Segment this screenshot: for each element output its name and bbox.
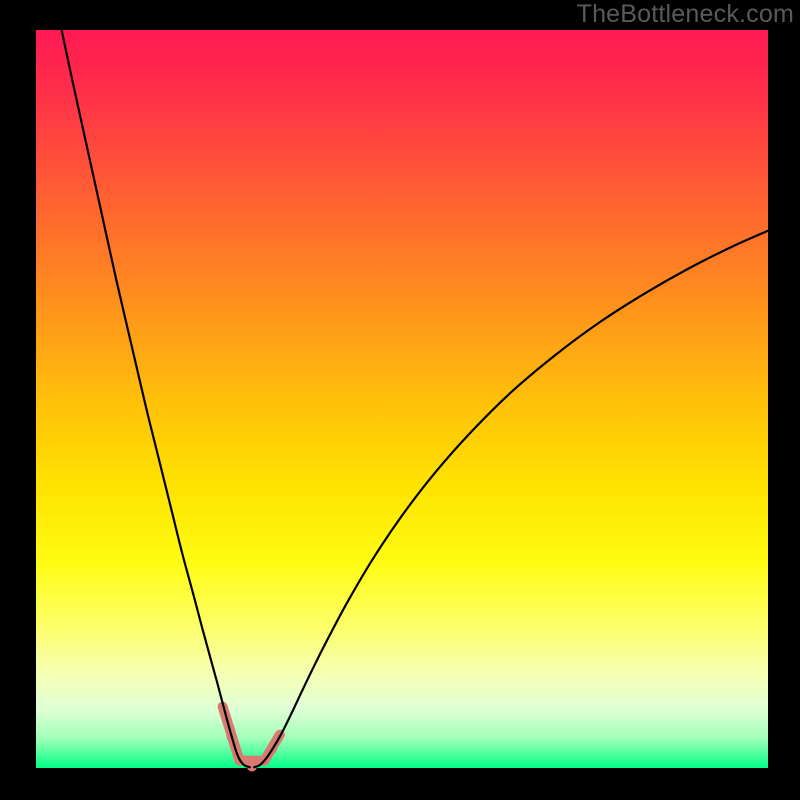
chart-frame: TheBottleneck.com [0,0,800,800]
watermark-text: TheBottleneck.com [577,0,800,29]
plot-background [36,30,768,768]
chart-svg [0,0,800,800]
